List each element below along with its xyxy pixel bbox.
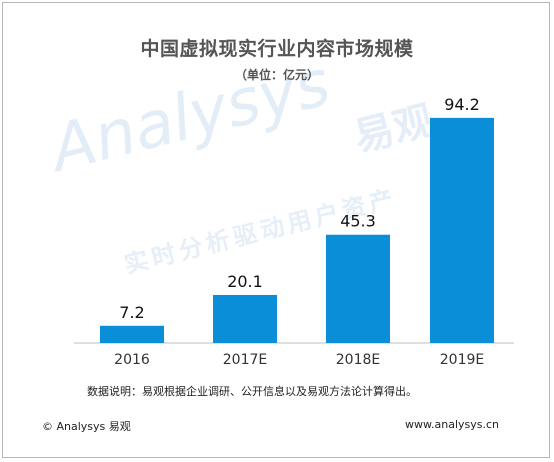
- bars-group: [100, 117, 494, 343]
- website-link[interactable]: www.analysys.cn: [405, 418, 499, 431]
- value-labels-group: 7.2 20.1 45.3 94.2: [119, 95, 480, 322]
- tick-label-2019E: 2019E: [440, 352, 484, 368]
- bar-2019E: [430, 117, 494, 343]
- bar-2017E: [213, 294, 277, 343]
- data-note: 数据说明：易观根据企业调研、公开信息以及易观方法论计算得出。: [87, 385, 417, 398]
- value-label-2017E: 20.1: [227, 272, 263, 291]
- bar-2018E: [326, 234, 390, 343]
- chart-title: 中国虚拟现实行业内容市场规模: [140, 38, 414, 60]
- value-label-2018E: 45.3: [340, 212, 376, 231]
- brand-mark: © Analysys 易观: [42, 420, 131, 433]
- tick-labels-group: 2016 2017E 2018E 2019E: [114, 352, 484, 368]
- bar-2016: [100, 325, 164, 343]
- chart-unit: （单位：亿元）: [234, 68, 319, 82]
- value-label-2019E: 94.2: [444, 95, 480, 114]
- value-label-2016: 7.2: [119, 303, 144, 322]
- tick-label-2018E: 2018E: [336, 352, 380, 368]
- tick-label-2016: 2016: [114, 352, 150, 368]
- tick-label-2017E: 2017E: [223, 352, 267, 368]
